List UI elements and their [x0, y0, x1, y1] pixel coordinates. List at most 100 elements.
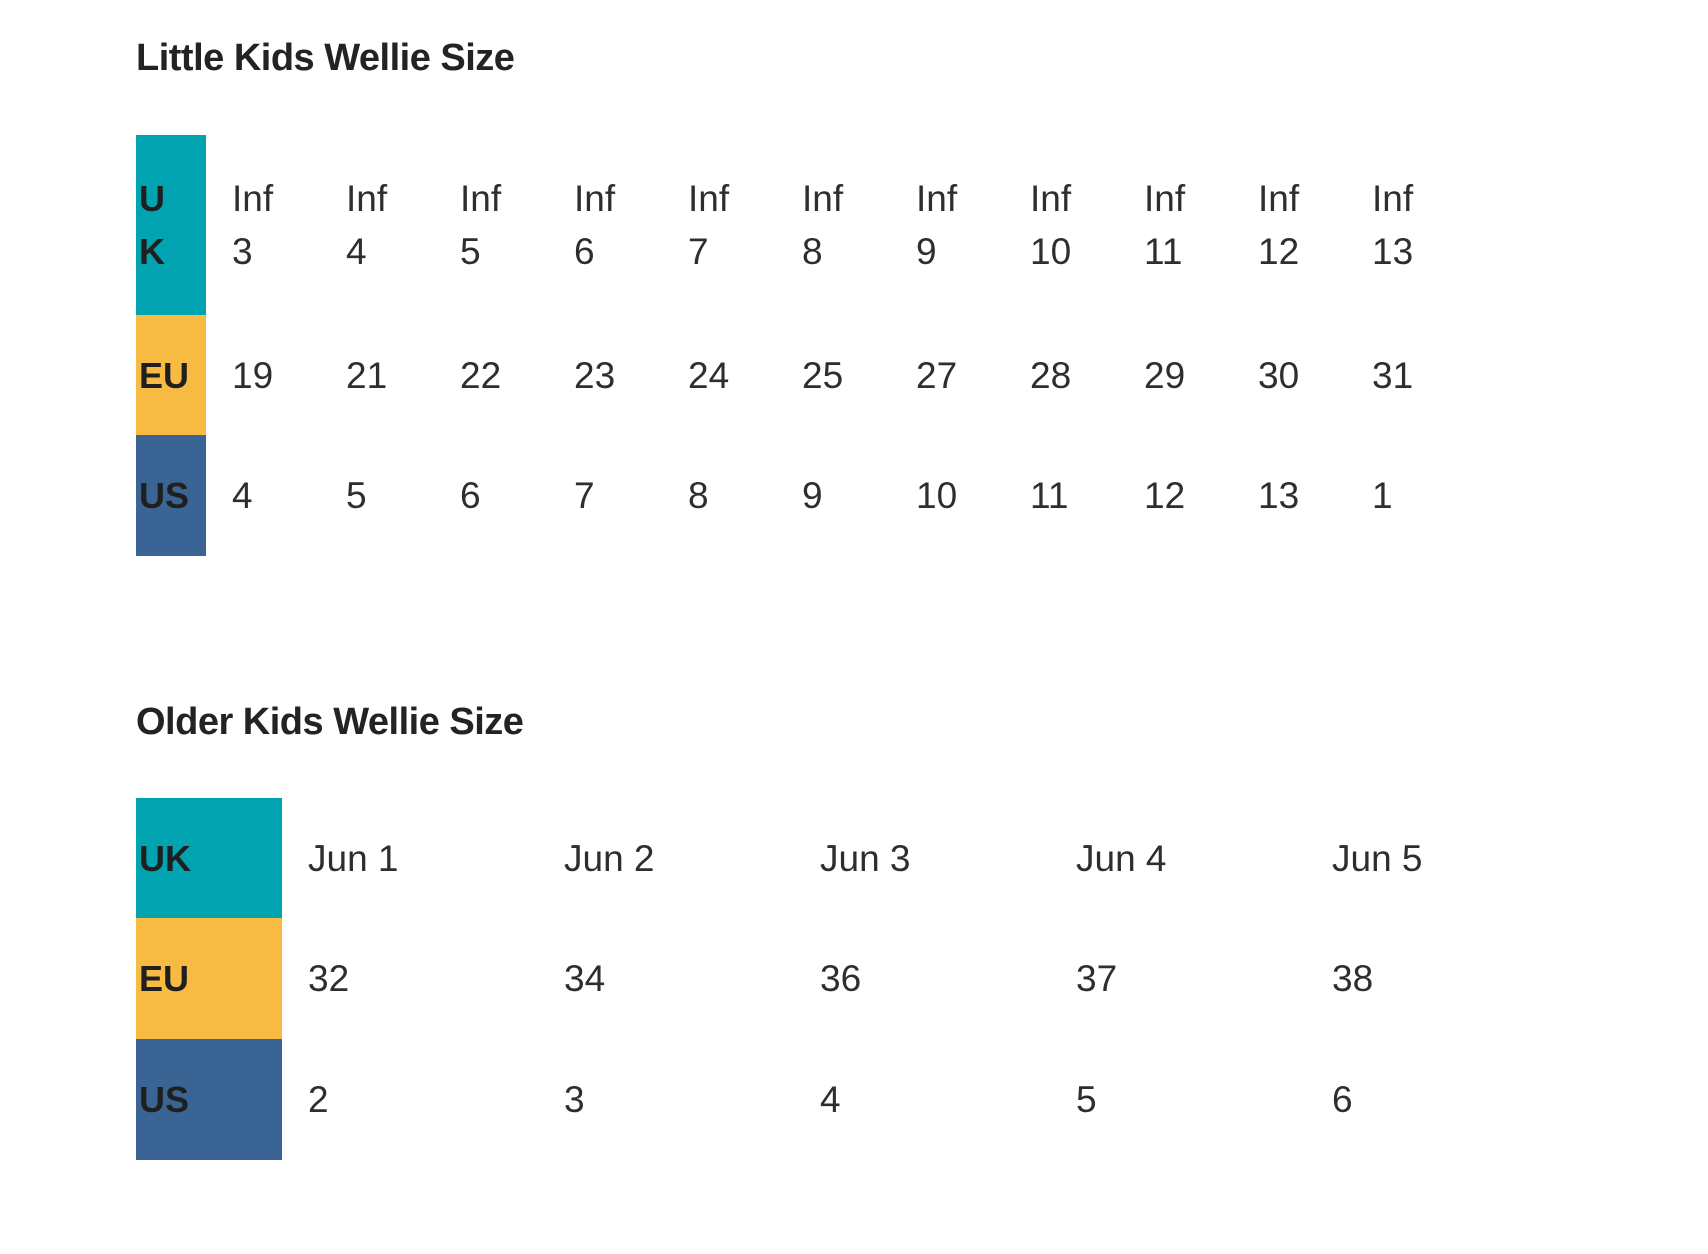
size-value: 6 [1332, 1079, 1353, 1120]
size-cell: Inf 5 [434, 135, 548, 315]
size-value: 22 [460, 354, 502, 396]
size-value: 38 [1332, 958, 1374, 999]
size-cell: Inf 6 [548, 135, 662, 315]
size-value: 30 [1258, 354, 1300, 396]
size-value: 4 [232, 475, 253, 516]
size-cell: 4 [206, 435, 320, 556]
size-cell: Inf 9 [890, 135, 1004, 315]
size-cell: Inf 3 [206, 135, 320, 315]
size-cell: 11 [1004, 435, 1118, 556]
size-value: 4 [346, 231, 367, 272]
region-label-cell: UK [136, 798, 282, 918]
size-row-uk: UK Inf 3 Inf 4 Inf 5 Inf 6 Inf 7 Inf 8 Inf 9 Inf 10 Inf 11… [136, 135, 1460, 315]
region-label: EU [139, 958, 190, 999]
size-value: 6 [574, 231, 595, 272]
size-value: 21 [346, 354, 388, 396]
size-row-uk: UK Jun 1 Jun 2 Jun 3 Jun 4 Jun 5 [136, 798, 1562, 918]
size-value: 31 [1372, 354, 1414, 396]
size-value: 37 [1076, 958, 1118, 999]
size-cell: 30 [1232, 315, 1346, 435]
region-label: UK [139, 178, 165, 272]
size-cell: 37 [1050, 918, 1306, 1039]
size-value: 9 [916, 231, 937, 272]
size-value: 1 [1372, 475, 1393, 516]
size-value: 34 [564, 958, 606, 999]
size-value: 10 [916, 475, 958, 516]
size-value: 6 [460, 475, 481, 516]
size-cell: Inf 13 [1346, 135, 1460, 315]
size-value: Inf [1372, 178, 1414, 219]
size-cell: 29 [1118, 315, 1232, 435]
size-cell: Jun 2 [538, 798, 794, 918]
size-cell: Inf 10 [1004, 135, 1118, 315]
size-value: 5 [460, 231, 481, 272]
size-cell: 7 [548, 435, 662, 556]
size-value: 23 [574, 354, 616, 396]
size-cell: 5 [320, 435, 434, 556]
size-value: 3 [564, 1079, 585, 1120]
size-value: Jun 2 [564, 837, 655, 879]
size-value: Inf [460, 178, 502, 219]
size-row-eu: EU 32 34 36 37 38 [136, 918, 1562, 1039]
size-cell: Jun 4 [1050, 798, 1306, 918]
size-row-eu: EU 19 21 22 23 24 25 27 28 29 30 31 [136, 315, 1460, 435]
size-cell: 5 [1050, 1039, 1306, 1160]
size-value: Inf [1258, 178, 1300, 219]
size-value: Inf [688, 178, 730, 219]
size-cell: Jun 3 [794, 798, 1050, 918]
size-value: 3 [232, 231, 253, 272]
size-value: 4 [820, 1079, 841, 1120]
size-value: 10 [1030, 231, 1072, 272]
older-kids-size-table: UK Jun 1 Jun 2 Jun 3 Jun 4 Jun 5 EU 32 34 36 37 38 U… [136, 798, 1562, 1160]
region-label-cell: UK [136, 135, 206, 315]
size-cell: Inf 8 [776, 135, 890, 315]
size-cell: Jun 1 [282, 798, 538, 918]
size-value: 8 [802, 231, 823, 272]
size-value: 25 [802, 354, 844, 396]
size-cell: 10 [890, 435, 1004, 556]
size-value: Jun 3 [820, 837, 911, 879]
size-value: 12 [1258, 231, 1300, 272]
size-value: Inf [346, 178, 388, 219]
size-cell: 13 [1232, 435, 1346, 556]
size-cell: 21 [320, 315, 434, 435]
region-label-cell: US [136, 435, 206, 556]
size-cell: 2 [282, 1039, 538, 1160]
size-value: 7 [574, 475, 595, 516]
size-value: 5 [346, 475, 367, 516]
size-value: 13 [1372, 231, 1414, 272]
size-value: 5 [1076, 1079, 1097, 1120]
region-label-cell: US [136, 1039, 282, 1160]
size-value: Inf [232, 178, 274, 219]
size-cell: 34 [538, 918, 794, 1039]
size-cell: 19 [206, 315, 320, 435]
size-cell: 28 [1004, 315, 1118, 435]
region-label: EU [139, 354, 190, 396]
size-cell: Inf 12 [1232, 135, 1346, 315]
size-value: 7 [688, 231, 709, 272]
region-label-cell: EU [136, 918, 282, 1039]
size-cell: 9 [776, 435, 890, 556]
size-cell: 24 [662, 315, 776, 435]
size-value: 28 [1030, 354, 1072, 396]
region-label: US [139, 1079, 190, 1120]
size-cell: 27 [890, 315, 1004, 435]
size-cell: 12 [1118, 435, 1232, 556]
size-value: Inf [574, 178, 616, 219]
size-value: 12 [1144, 475, 1186, 516]
size-value: 29 [1144, 354, 1186, 396]
size-value: 11 [1030, 475, 1069, 516]
region-label: UK [139, 837, 191, 879]
size-cell: Inf 7 [662, 135, 776, 315]
size-cell: Inf 11 [1118, 135, 1232, 315]
size-cell: 38 [1306, 918, 1562, 1039]
size-value: 8 [688, 475, 709, 516]
size-row-us: US 2 3 4 5 6 [136, 1039, 1562, 1160]
size-cell: 3 [538, 1039, 794, 1160]
size-value: Inf [1030, 178, 1072, 219]
size-value: Inf [1144, 178, 1186, 219]
size-value: 36 [820, 958, 862, 999]
size-value: Jun 5 [1332, 837, 1423, 879]
region-label: US [139, 475, 190, 516]
